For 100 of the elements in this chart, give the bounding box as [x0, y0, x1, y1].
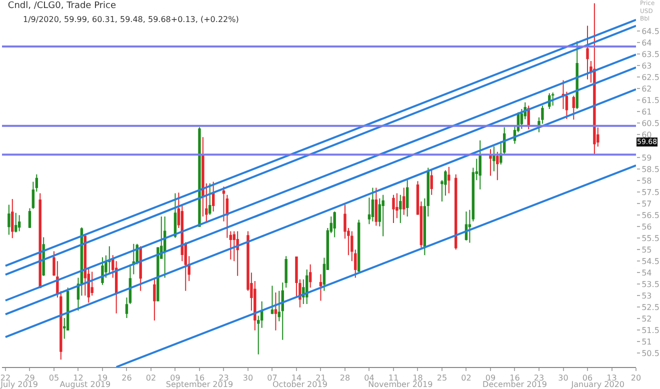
candlestick — [108, 246, 111, 275]
candlestick — [374, 187, 378, 226]
candlestick — [101, 256, 104, 286]
x-tick-label: 26 — [122, 374, 132, 383]
candlestick — [125, 297, 128, 318]
candlestick — [308, 264, 312, 288]
candlestick — [28, 208, 32, 229]
candlestick — [489, 148, 492, 176]
candlestick — [202, 136, 204, 218]
x2-tick-label: December 2019 — [482, 380, 547, 389]
x-tick-label: 20 — [630, 374, 642, 383]
y-tick-label: 63.5 — [642, 50, 660, 59]
y-tick-label: 52 — [642, 314, 652, 324]
y-tick-label: 51 — [642, 337, 652, 346]
x-tick-label: 14 — [291, 374, 302, 383]
candlestick — [174, 192, 177, 238]
candlestick — [333, 210, 336, 238]
y-tick-label: 52.5 — [642, 302, 660, 312]
y-tick-label: 54 — [642, 268, 652, 278]
candlestick — [128, 264, 132, 304]
x-tick-label: 16 — [510, 374, 520, 383]
candlestick — [371, 187, 374, 222]
text: 1/9/2020, 59.99, 60.31, 59.48, 59.68+0.13, (+0.22%) — [23, 15, 239, 24]
candlestick — [18, 214, 21, 232]
candlestick — [153, 278, 156, 322]
y-tick-label: 53 — [642, 291, 652, 300]
y-tick-label: 60 — [642, 130, 652, 140]
candlestick — [236, 230, 239, 276]
x2-tick-label: October 2019 — [272, 380, 328, 389]
candlestick — [319, 274, 322, 302]
candlestick — [593, 2, 596, 155]
x2-tick-label: September 2019 — [166, 380, 234, 389]
x-tick-label: 28 — [340, 374, 350, 383]
y-tick-label: 58 — [642, 176, 652, 186]
candlestick — [492, 146, 496, 172]
candlestick — [222, 186, 226, 222]
chart-title: Cndl, /CLG0, Trade Price — [8, 1, 117, 12]
candlestick — [392, 194, 395, 224]
candlestick — [586, 25, 589, 80]
candlestick — [163, 216, 166, 278]
y-tick-label: 56 — [642, 222, 652, 232]
y-tick-label: 63 — [642, 61, 652, 70]
y-tick-label: 56.5 — [642, 210, 660, 220]
x-tick-label: 09 — [170, 374, 180, 383]
x2-tick-label: November 2019 — [368, 380, 433, 389]
candlestick — [399, 194, 402, 224]
y-tick-label: 59 — [642, 153, 652, 162]
candlestick — [496, 151, 499, 181]
x-tick-label: 05 — [48, 374, 60, 383]
candlestick — [357, 219, 360, 274]
x-tick-label: 12 — [73, 374, 84, 383]
y-tick-label: 53.5 — [642, 280, 660, 289]
candlestick — [212, 181, 215, 212]
candlestick — [396, 192, 398, 219]
candlestick — [382, 194, 384, 237]
candlestick — [454, 174, 458, 250]
y-tick-label: 60.5 — [642, 118, 660, 128]
y-tick-label: 54.5 — [642, 256, 660, 266]
candlestick — [468, 209, 472, 244]
x-tick-label: 06 — [582, 374, 593, 383]
candlestick — [572, 95, 575, 120]
candlestick — [229, 230, 232, 260]
x-tick-label: 02 — [146, 374, 156, 383]
y-tick-label: 57 — [642, 199, 652, 208]
candlestick — [226, 194, 229, 238]
candlestick — [270, 285, 274, 315]
candlestick — [198, 126, 201, 227]
candlestick — [430, 170, 433, 196]
x-tick-label: 25 — [436, 374, 448, 383]
x-tick-label: 30 — [242, 374, 254, 383]
candlestick — [552, 92, 554, 106]
candlestick — [208, 182, 212, 216]
y-tick-label: 61 — [642, 107, 652, 116]
x2-tick-label: July 2019 — [0, 380, 38, 389]
y-tick-label: 62 — [642, 84, 652, 94]
candlestick — [448, 166, 450, 194]
candlestick — [406, 180, 409, 218]
y-tick-label: 51.5 — [642, 326, 660, 335]
y-tick-label: 64 — [642, 38, 652, 48]
candlestick — [464, 210, 468, 241]
candlestick — [402, 187, 406, 216]
candlestick — [306, 268, 308, 304]
y-tick-label: 50.5 — [642, 348, 660, 358]
x2-tick-label: January 2020 — [570, 380, 625, 389]
y-tick-label: 55 — [642, 245, 652, 254]
x-tick-label: 30 — [558, 374, 568, 383]
y-tick-label: 57.5 — [642, 188, 660, 197]
candlestick — [132, 243, 135, 275]
y-tick-label: 61.5 — [642, 96, 660, 105]
candlestick — [274, 292, 278, 331]
x-tick-label: 02 — [461, 374, 472, 383]
y-tick-label: 55.5 — [642, 234, 660, 243]
y-tick-label: 58.5 — [642, 164, 660, 174]
x2-tick-label: August 2019 — [60, 380, 111, 389]
candlestick — [478, 140, 482, 190]
y-tick-label: 64.5 — [642, 26, 660, 36]
candlestick — [11, 198, 14, 239]
y-tick-label: 62.5 — [642, 72, 660, 82]
candlestick — [8, 204, 10, 236]
candlestick — [14, 212, 18, 233]
